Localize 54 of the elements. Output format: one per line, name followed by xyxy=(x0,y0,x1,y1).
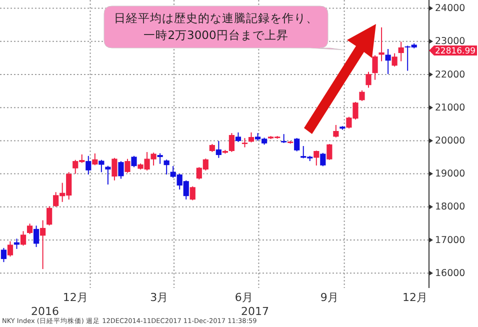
candlestick xyxy=(190,186,196,201)
x-tick-label: 3月 xyxy=(150,291,168,304)
candlestick xyxy=(385,48,391,75)
y-tick-label: 20000 xyxy=(435,136,466,147)
text: 2017 xyxy=(241,305,269,318)
text: 2016 xyxy=(31,305,59,318)
candlestick xyxy=(359,90,365,102)
candlestick xyxy=(242,138,248,148)
candlestick xyxy=(20,230,26,246)
candlestick xyxy=(294,138,300,152)
annotation: 日経平均は歴史的な連騰記録を作り、 xyxy=(114,11,318,25)
x-tick-label: 6月 xyxy=(234,291,253,304)
candlestick xyxy=(398,41,404,62)
x-tick-label: 12月 xyxy=(402,291,428,304)
candlestick xyxy=(98,159,104,173)
y-tick-label: 17000 xyxy=(435,234,466,246)
candlestick xyxy=(228,132,235,152)
candlestick xyxy=(372,54,378,80)
y-tick-label: 18000 xyxy=(435,202,466,213)
candlestick xyxy=(378,26,384,62)
y-tick-label: 22000 xyxy=(435,69,466,80)
x-tick-label: 12月 xyxy=(62,291,88,304)
candlestick xyxy=(86,155,92,175)
candlestick xyxy=(235,132,242,143)
candlestick xyxy=(326,144,332,160)
candlestick xyxy=(118,160,124,180)
candlestick xyxy=(112,157,118,181)
candlestick xyxy=(320,152,326,167)
candlestick xyxy=(40,220,46,270)
y-tick-label: 24000 xyxy=(435,3,466,14)
y-tick-label: 19000 xyxy=(435,168,466,180)
x-tick-label: 9月 xyxy=(320,291,338,304)
candlestick xyxy=(124,158,130,174)
annotation: 一時2万3000円台まで上昇 xyxy=(144,28,288,42)
candlestick xyxy=(333,124,339,138)
y-tick-label: 21000 xyxy=(435,102,466,114)
candlestick xyxy=(92,152,98,166)
candlestick xyxy=(366,71,372,88)
y-tick-label: 23000 xyxy=(435,36,466,48)
candlestick xyxy=(216,140,222,158)
candlestick xyxy=(7,240,14,258)
candlestick xyxy=(46,206,52,226)
candlestick xyxy=(33,225,40,248)
candlestick xyxy=(157,152,163,164)
text: 22816.99 xyxy=(435,46,476,56)
candlestick xyxy=(164,159,170,175)
y-tick-label: 16000 xyxy=(435,268,466,279)
candlestick xyxy=(0,247,7,263)
candlestick xyxy=(392,52,398,68)
candlestick xyxy=(105,165,111,186)
candlestick xyxy=(314,150,320,166)
candlestick xyxy=(248,132,254,143)
candlestick xyxy=(131,155,137,168)
candlestick xyxy=(26,223,33,235)
